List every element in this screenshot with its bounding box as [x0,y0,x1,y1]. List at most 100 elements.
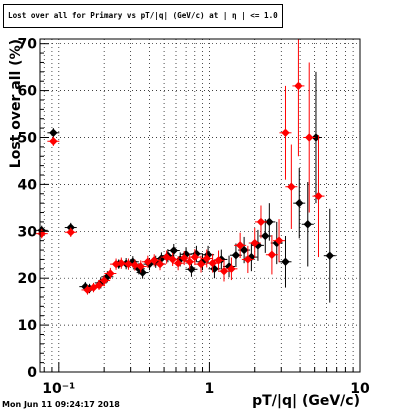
data-point [188,249,201,266]
data-point [279,85,292,180]
data-point [212,250,225,271]
data-point [279,235,292,288]
diamond-marker [287,182,296,191]
data-point [172,256,185,271]
diamond-marker [49,128,58,138]
y-tick-label: 60 [18,84,38,100]
diamond-marker [325,251,334,260]
data-point [47,136,60,146]
diamond-marker [111,259,121,269]
diamond-marker [173,258,183,268]
y-tick-label: 30 [18,224,38,240]
y-tick-label: 0 [27,365,37,381]
diamond-marker [303,220,312,229]
diamond-marker [314,191,323,201]
data-point [178,250,191,266]
diamond-marker [196,259,206,269]
data-point [200,249,213,268]
data-point [301,182,314,267]
diamond-marker [150,256,159,265]
chart-title: Lost over all for Primary vs pT/|q| (GeV… [3,4,283,28]
diamond-marker [294,81,303,91]
data-point [122,258,135,270]
diamond-marker [185,257,194,266]
data-series [35,39,336,303]
data-point [285,144,298,229]
diamond-marker [66,228,75,237]
data-point [229,243,242,267]
diamond-marker [231,251,241,260]
diamond-marker [124,259,133,269]
data-point [93,280,106,290]
data-point [141,255,154,268]
diamond-marker [265,217,274,227]
data-point [323,208,336,303]
diamond-marker [168,255,177,264]
data-point [134,260,147,273]
y-tick-label: 20 [18,271,38,287]
diamond-marker [190,252,200,262]
data-point [241,245,254,274]
data-point [64,227,77,237]
x-tick-label: 10 [350,381,370,397]
data-point [312,135,325,258]
diamond-marker [155,259,165,269]
data-point [293,167,306,239]
data-point [206,253,219,273]
data-point [98,274,111,287]
diamond-marker [99,276,109,285]
diamond-marker [243,255,253,264]
x-axis-label: pT/|q| (GeV/c) [252,393,360,409]
diamond-marker [267,250,277,259]
diamond-marker [117,258,126,268]
series-red [35,39,325,295]
data-point [292,39,305,157]
y-tick-label: 40 [18,177,38,193]
data-point [254,205,267,239]
timestamp: Mon Jun 11 09:24:17 2018 [2,400,120,409]
data-point [47,128,60,138]
diamond-marker [106,269,115,278]
diamond-marker [274,236,284,245]
data-point [166,252,179,267]
diamond-marker [169,246,178,255]
y-tick-label: 50 [18,130,38,146]
diamond-marker [239,245,249,255]
data-point [195,255,208,273]
diamond-marker [202,254,211,263]
data-point [154,258,167,271]
diamond-marker [227,264,236,274]
diamond-marker [179,253,189,263]
diamond-marker [281,128,290,138]
data-point [104,267,117,280]
diamond-marker [130,260,140,270]
x-tick-label: 10⁻¹ [42,381,75,397]
diamond-marker [256,217,266,227]
diamond-marker [187,265,196,274]
diamond-marker [49,137,58,146]
data-point [167,243,180,258]
plot-frame [39,38,361,373]
data-point [265,235,278,275]
diamond-marker [305,133,314,142]
diamond-marker [214,256,223,265]
diamond-marker [295,198,304,208]
data-point [273,219,286,263]
y-axis-label: Lost over all (%) [8,39,24,168]
diamond-marker [143,257,153,266]
diamond-marker [94,281,104,290]
axis-ticks [40,43,361,373]
y-tick-label: 10 [18,318,38,334]
diamond-marker [136,262,145,271]
data-point [248,228,261,259]
data-point [185,261,198,277]
x-tick-label: 1 [205,381,215,397]
data-point [303,62,316,213]
data-point [225,257,238,281]
grid [40,39,360,373]
diamond-marker [250,238,259,248]
data-point [234,232,247,259]
diamond-marker [281,257,290,266]
